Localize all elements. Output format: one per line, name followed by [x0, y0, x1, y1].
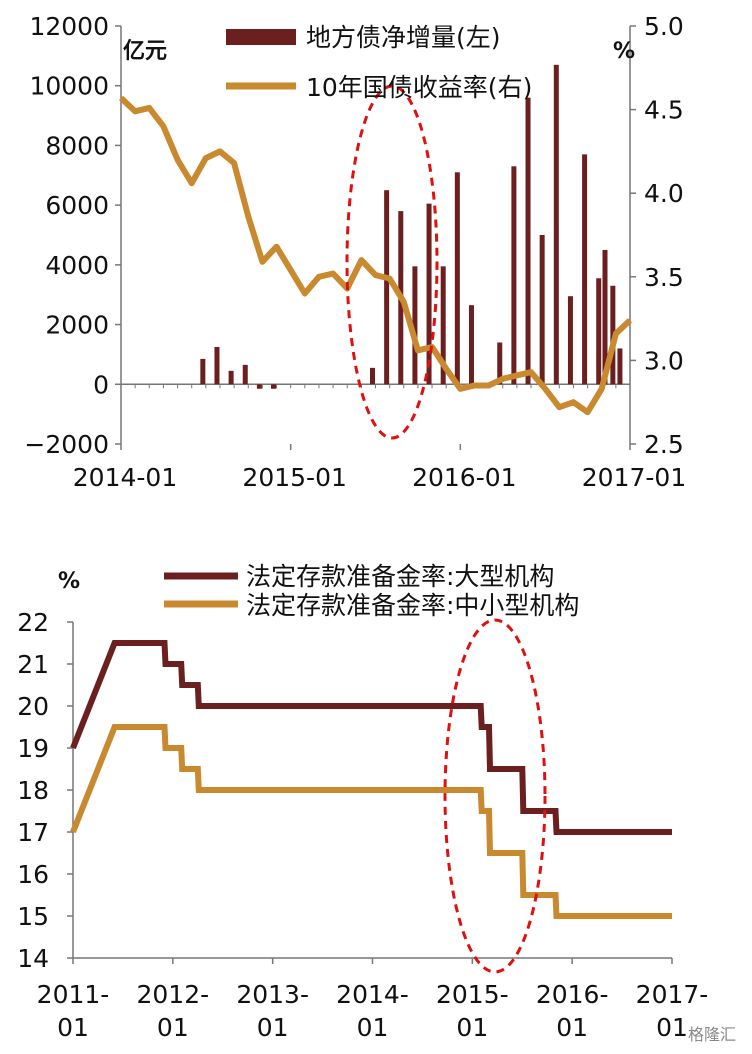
bottom-y-tick-label: 15 — [17, 902, 49, 931]
bar — [525, 97, 531, 385]
bottom-y-tick-label: 18 — [17, 776, 49, 805]
top-left-tick-label: 4000 — [45, 251, 109, 280]
bottom-axes: 22 21 20 19 18 17 16 15 14 2011- 01 2012- 01 2013- 01 2… — [17, 608, 708, 1042]
top-left-tick-label: 2000 — [45, 311, 109, 340]
legend-large-label: 法定存款准备金率:大型机构 — [246, 562, 554, 591]
bottom-y-tick-label: 16 — [17, 860, 49, 889]
top-right-tick-label: 2.5 — [644, 430, 684, 459]
highlight-ellipse-bottom — [443, 618, 547, 974]
bar — [370, 367, 375, 385]
bar — [539, 235, 545, 385]
bottom-legend: 法定存款准备金率:大型机构 法定存款准备金率:中小型机构 — [164, 562, 579, 620]
legend-line-label: 10年国债收益率(右) — [306, 73, 532, 102]
bar — [596, 278, 602, 385]
bar — [271, 384, 277, 389]
bottom-x-tick-label: 2012- — [137, 980, 210, 1009]
bar — [440, 266, 446, 385]
bottom-x-tick-label: 01 — [456, 1013, 488, 1042]
rrr-large-line — [70, 640, 672, 835]
rrr-small-line — [70, 724, 672, 919]
bottom-x-tick-label: 2014- — [336, 980, 409, 1009]
top-right-tick-label: 3.5 — [644, 263, 684, 292]
bottom-x-tick-label: 2011- — [37, 980, 110, 1009]
bottom-chart: 22 21 20 19 18 17 16 15 14 2011- 01 2012- 01 2013- 01 2… — [17, 562, 708, 1042]
bottom-x-tick-label: 01 — [257, 1013, 289, 1042]
bottom-y-tick-label: 19 — [17, 734, 49, 763]
top-right-tick-label: 3.0 — [644, 346, 684, 375]
top-chart: 12000 10000 8000 6000 4000 2000 0 −2000 5.0 4.5 4.… — [24, 12, 686, 492]
bar — [426, 203, 432, 385]
top-right-tick-label: 4.0 — [644, 179, 684, 208]
top-x-tick-label: 2017-01 — [582, 463, 686, 492]
top-right-tick-label: 5.0 — [644, 12, 684, 41]
top-x-tick-label: 2014-01 — [73, 463, 177, 492]
right-unit-label: % — [613, 39, 635, 64]
bottom-y-tick-label: 21 — [17, 650, 49, 679]
top-left-tick-label: 6000 — [45, 191, 109, 220]
top-left-tick-label: 12000 — [29, 12, 109, 41]
bar — [602, 249, 608, 385]
bar — [511, 166, 517, 385]
bond-yield-line — [118, 95, 633, 416]
legend-bar-swatch — [226, 29, 296, 45]
legend-small-label: 法定存款准备金率:中小型机构 — [246, 591, 579, 620]
top-left-tick-label: −2000 — [24, 430, 109, 459]
bottom-y-tick-label: 20 — [17, 692, 49, 721]
bar — [468, 305, 474, 385]
top-x-tick-label: 2015-01 — [242, 463, 346, 492]
bar — [242, 364, 248, 385]
bar — [617, 348, 623, 385]
bottom-x-tick-label: 01 — [57, 1013, 89, 1042]
bar — [497, 342, 503, 385]
left-unit-label: 亿元 — [123, 39, 167, 64]
bottom-x-tick-label: 01 — [357, 1013, 389, 1042]
bottom-y-tick-label: 22 — [17, 608, 49, 637]
top-left-tick-label: 10000 — [29, 72, 109, 101]
bottom-x-tick-label: 2013- — [236, 980, 309, 1009]
top-left-tick-label: 8000 — [45, 131, 109, 160]
top-bars — [200, 64, 623, 389]
bottom-y-tick-label: 17 — [17, 818, 49, 847]
legend-bar-label: 地方债净增量(左) — [306, 23, 501, 52]
bottom-x-tick-label: 01 — [656, 1013, 688, 1042]
bar — [567, 296, 573, 385]
bar — [200, 358, 206, 385]
bar — [553, 64, 559, 385]
bottom-y-tick-label: 14 — [17, 944, 49, 973]
top-right-tick-label: 4.5 — [644, 96, 684, 125]
bottom-x-tick-label: 01 — [157, 1013, 189, 1042]
bottom-x-tick-label: 2015- — [436, 980, 509, 1009]
bar — [412, 266, 418, 385]
bar — [582, 154, 588, 385]
watermark: 格隆汇 — [688, 1025, 736, 1044]
bar — [384, 190, 390, 385]
bar — [256, 384, 262, 389]
bar — [214, 346, 220, 385]
bottom-x-tick-label: 2016- — [536, 980, 609, 1009]
top-legend: 地方债净增量(左) 10年国债收益率(右) — [226, 23, 532, 102]
top-left-tick-label: 0 — [93, 370, 109, 399]
bottom-x-tick-label: 2017- — [636, 980, 709, 1009]
bar — [454, 172, 460, 385]
top-x-tick-label: 2016-01 — [412, 463, 516, 492]
highlight-ellipse-top — [345, 84, 439, 440]
bar — [228, 370, 234, 385]
bottom-unit-label: % — [58, 569, 80, 594]
top-axes: 12000 10000 8000 6000 4000 2000 0 −2000 5.0 4.5 4.… — [24, 12, 686, 492]
bottom-x-tick-label: 01 — [556, 1013, 588, 1042]
